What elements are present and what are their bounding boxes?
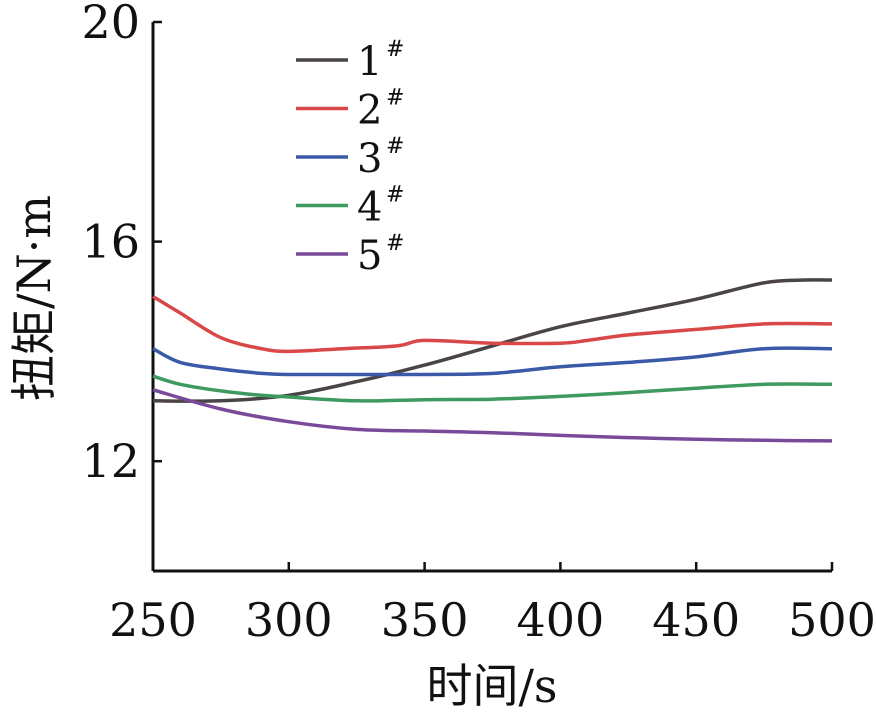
axes [151, 22, 832, 573]
series-line-5 [152, 388, 833, 443]
x-tick-label: 450 [652, 593, 740, 647]
ticks: 250 300 350 400 450 500 12 16 20 [81, 0, 875, 647]
legend: 1 #2 #3 #4 #5 # [296, 37, 404, 279]
legend-label-2: 2 [357, 88, 382, 134]
x-tick-label: 500 [788, 593, 876, 647]
legend-label-sup: # [386, 183, 404, 208]
series-line-3 [152, 346, 833, 377]
x-tick-label: 350 [381, 593, 469, 647]
x-tick-label: 400 [516, 593, 604, 647]
legend-label-sup: # [386, 231, 404, 256]
legend-label-sup: # [386, 134, 404, 159]
legend-label-1: 1 [357, 39, 382, 85]
legend-label-5: 5 [357, 233, 382, 279]
legend-label-3: 3 [357, 136, 382, 182]
series-line-1 [152, 278, 833, 403]
legend-label-sup: # [386, 86, 404, 111]
x-tick-label: 300 [245, 593, 333, 647]
y-tick-label: 20 [81, 0, 140, 49]
legend-label-4: 4 [357, 185, 382, 231]
x-tick-label: 250 [109, 593, 197, 647]
legend-label-sup: # [386, 37, 404, 62]
series-line-4 [152, 374, 833, 403]
y-tick-label: 12 [81, 434, 140, 488]
series-line-2 [152, 294, 833, 354]
series-layer [152, 278, 833, 443]
y-axis-title: 扭矩/N·m [7, 195, 61, 401]
y-tick-label: 16 [81, 215, 140, 269]
x-axis-title: 时间/s [426, 659, 557, 712]
